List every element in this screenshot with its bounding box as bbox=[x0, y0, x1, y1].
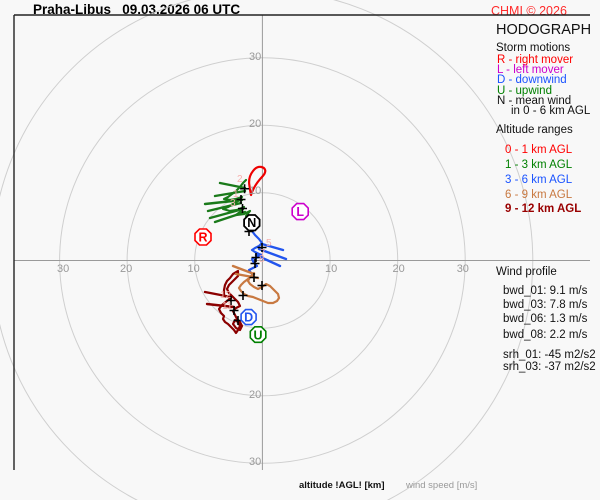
svg-text:D: D bbox=[244, 311, 253, 325]
svg-text:L: L bbox=[296, 205, 304, 219]
svg-text:U: U bbox=[253, 328, 262, 342]
svg-text:N: N bbox=[247, 216, 256, 230]
svg-text:R: R bbox=[198, 231, 207, 245]
